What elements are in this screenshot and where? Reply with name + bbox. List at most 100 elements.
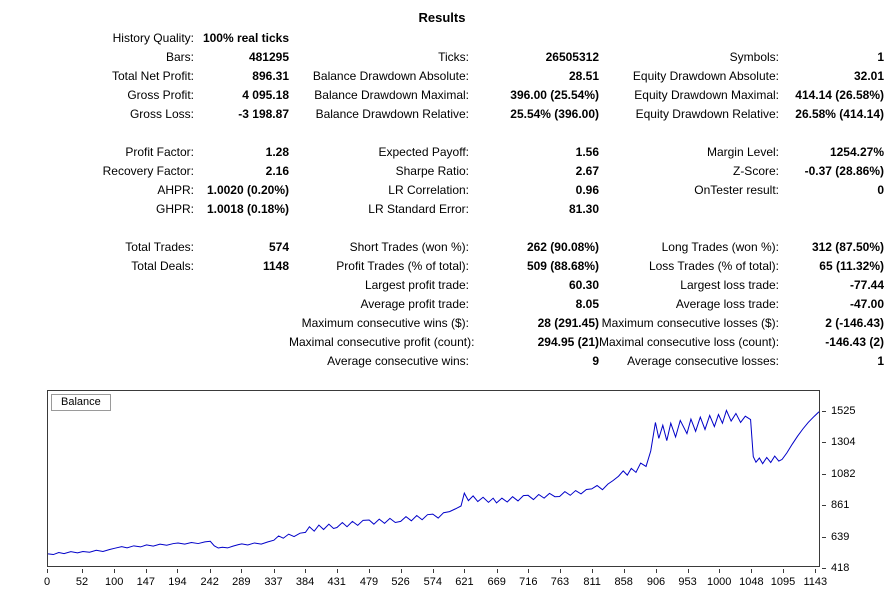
balance-chart: Balance 0 52 100 147 194 242 289 337 384 431 479 52… (44, 390, 855, 588)
stats-row: GHPR: 1.0018 (0.18%) LR Standard Error: 81.… (9, 200, 884, 219)
stat-label: LR Standard Error: (368, 202, 469, 216)
stat-value: 100% real ticks (202, 31, 289, 45)
stats-row: Maximal consecutive profit (count): 294.9… (9, 333, 884, 352)
stat-value: 1.0018 (0.18%) (206, 202, 289, 216)
x-axis-tick (623, 569, 625, 573)
stat-value: 26505312 (545, 50, 599, 64)
x-axis-tick (241, 569, 243, 573)
y-axis-label: 418 (831, 562, 850, 574)
stats-table: History Quality: 100% real ticks Bars: 4812… (9, 29, 884, 371)
stat-value: 32.01 (853, 69, 884, 83)
stat-label (9, 276, 194, 295)
stat-value (194, 314, 289, 333)
stat-value: 1 (877, 354, 884, 368)
stat-label (9, 295, 194, 314)
balance-chart-plot: Balance (47, 390, 820, 567)
stat-value: 896.31 (252, 69, 289, 83)
y-axis-tick (822, 442, 826, 444)
x-axis-label: 526 (391, 576, 410, 588)
chart-y-axis: 1525 1304 1082 861 639 418 (822, 390, 884, 574)
stat-value (194, 276, 289, 295)
x-axis-tick (209, 569, 211, 573)
stat-value: 8.05 (575, 297, 599, 311)
stat-label: LR Correlation: (388, 183, 469, 197)
stat-value (194, 295, 289, 314)
y-axis-label: 639 (831, 530, 850, 543)
stat-value: 2 (-146.43) (825, 316, 884, 330)
stat-label: Long Trades (won %): (661, 240, 779, 254)
stat-label: Z-Score: (732, 164, 779, 178)
x-axis-label: 1048 (739, 576, 764, 588)
stat-value (469, 29, 599, 48)
stat-value: 294.95 (21) (537, 335, 599, 349)
stat-value: 0 (877, 183, 884, 197)
x-axis-label: 0 (43, 576, 51, 588)
x-axis-label: 431 (327, 576, 346, 588)
x-axis-label: 337 (264, 576, 283, 588)
stats-row: Largest profit trade: 60.30 Largest loss t… (9, 276, 884, 295)
y-axis-tick (822, 568, 826, 569)
x-axis-tick (751, 569, 753, 573)
x-axis-tick (528, 569, 530, 573)
x-axis-label: 194 (168, 576, 187, 588)
stat-label: Equity Drawdown Relative: (635, 107, 779, 121)
x-axis-label: 621 (455, 576, 474, 588)
stat-label: AHPR: (157, 183, 194, 197)
stat-label (599, 200, 779, 219)
stat-value: -47.00 (849, 297, 884, 311)
stat-label: Equity Drawdown Maximal: (634, 88, 779, 102)
stat-label: Balance Drawdown Relative: (315, 107, 469, 121)
x-axis-tick (783, 569, 784, 573)
stat-value: 1148 (262, 259, 289, 273)
stat-value (194, 333, 289, 352)
stat-label: Loss Trades (% of total): (648, 259, 779, 273)
stat-label (599, 29, 779, 48)
x-axis-label: 574 (423, 576, 442, 588)
stat-label: Profit Factor: (125, 145, 194, 159)
x-axis-label: 1000 (706, 576, 732, 588)
x-axis-label: 669 (487, 576, 506, 588)
chart-series-label: Balance (51, 394, 111, 411)
stat-value: 1.0020 (0.20%) (206, 183, 289, 197)
stat-label: Total Trades: (125, 240, 194, 254)
x-axis-label: 1095 (770, 576, 796, 588)
stat-value: 28 (291.45) (537, 316, 599, 330)
x-axis-label: 100 (105, 576, 124, 588)
stat-label: Gross Profit: (127, 88, 194, 102)
stat-label: Total Deals: (131, 259, 194, 273)
stat-value: 574 (268, 240, 289, 254)
y-axis-label: 1082 (831, 467, 856, 480)
x-axis-tick (305, 569, 307, 573)
y-axis-tick (822, 536, 826, 538)
stat-label: Recovery Factor: (102, 164, 194, 178)
stat-value: 0.96 (575, 183, 599, 197)
x-axis-tick (719, 569, 721, 573)
stat-label: Gross Loss: (129, 107, 194, 121)
x-axis-tick (464, 569, 466, 573)
stat-value: 396.00 (25.54%) (510, 88, 599, 102)
x-axis-label: 242 (200, 576, 219, 588)
x-axis-label: 906 (646, 576, 666, 588)
stat-value (779, 200, 884, 219)
stat-value: 26.58% (414.14) (795, 107, 884, 121)
x-axis-tick (114, 569, 116, 573)
stat-label: Equity Drawdown Absolute: (632, 69, 779, 83)
x-axis-label: 716 (519, 576, 538, 588)
stat-label: OnTester result: (694, 183, 779, 197)
stats-row: AHPR: 1.0020 (0.20%) LR Correlation: 0.96 On… (9, 181, 884, 200)
stat-value: -77.44 (849, 278, 884, 292)
stats-row: Total Net Profit: 896.31 Balance Drawdown … (9, 67, 884, 86)
stat-value: 65 (11.32%) (819, 259, 884, 273)
x-axis-tick (400, 569, 402, 573)
stat-value: -3 198.87 (238, 107, 289, 121)
stat-label: GHPR: (155, 202, 194, 216)
stat-value: 4 095.18 (242, 88, 289, 102)
stat-label: Bars: (165, 50, 194, 64)
stat-value: 312 (87.50%) (811, 240, 884, 254)
stat-value: -0.37 (28.86%) (804, 164, 884, 178)
balance-line-chart (48, 408, 819, 556)
stat-label: History Quality: (112, 31, 194, 45)
stat-value: 2.16 (265, 164, 289, 178)
x-axis-label: 763 (550, 576, 570, 588)
stat-label: Average profit trade: (360, 297, 469, 311)
